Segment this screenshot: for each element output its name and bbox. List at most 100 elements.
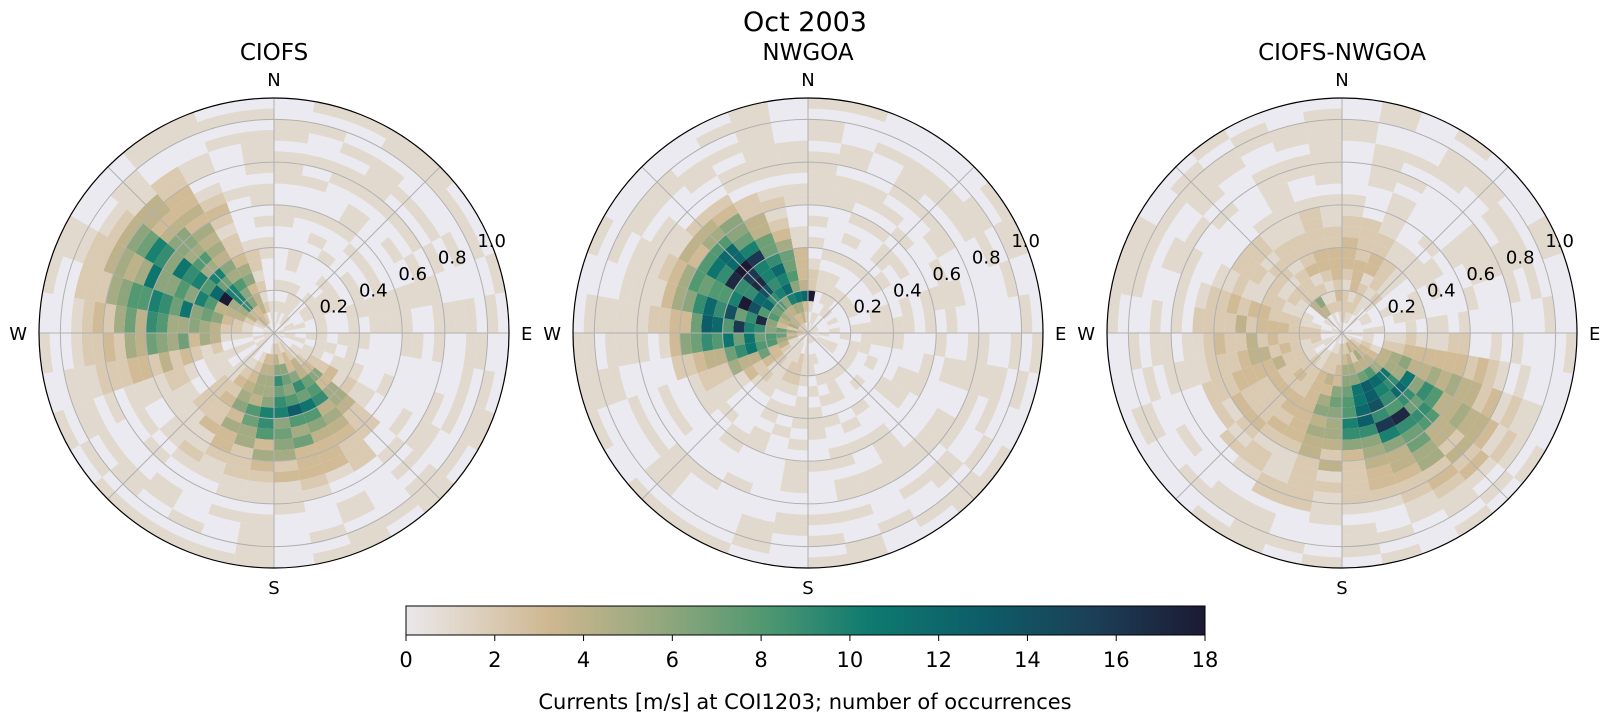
histogram-cell: [299, 175, 329, 193]
histogram-cell: [734, 122, 773, 143]
histogram-cell: [888, 184, 918, 211]
histogram-cell: [826, 272, 841, 287]
histogram-cell: [865, 278, 883, 296]
histogram-cell: [808, 385, 820, 398]
histogram-cell: [262, 385, 274, 398]
histogram-cell: [274, 172, 302, 186]
histogram-cell: [713, 300, 728, 319]
histogram-cell: [678, 236, 702, 264]
histogram-cell: [268, 300, 274, 312]
histogram-cell: [1251, 362, 1268, 382]
histogram-cell: [669, 333, 682, 358]
radial-tick-label: 0.8: [1506, 248, 1535, 269]
histogram-cell: [53, 215, 80, 257]
histogram-cell: [1211, 157, 1246, 186]
histogram-cell: [359, 175, 391, 203]
histogram-cell: [242, 151, 274, 165]
histogram-cell: [1320, 292, 1332, 306]
histogram-cell: [1211, 263, 1231, 290]
histogram-cell: [671, 285, 688, 311]
histogram-cell: [1393, 462, 1423, 484]
histogram-cell: [1251, 481, 1284, 504]
histogram-cell: [321, 453, 349, 474]
histogram-cell: [1384, 398, 1404, 417]
histogram-cell: [209, 333, 222, 345]
histogram-cell: [1454, 129, 1494, 162]
histogram-cell: [1448, 236, 1472, 264]
histogram-cell: [286, 403, 304, 418]
histogram-cell: [1212, 402, 1236, 430]
histogram-cell: [1502, 270, 1521, 304]
histogram-cell: [1261, 462, 1291, 484]
histogram-cell: [824, 295, 836, 309]
histogram-cell: [252, 292, 264, 306]
histogram-cell: [1267, 453, 1295, 474]
histogram-cell: [786, 383, 799, 397]
histogram-cell: [697, 369, 716, 392]
radial-tick-label: 0.6: [1466, 264, 1495, 285]
histogram-cell: [718, 431, 744, 454]
histogram-cell: [1489, 202, 1518, 237]
histogram-cell: [113, 333, 127, 361]
histogram-cell: [1336, 333, 1342, 344]
histogram-cell: [255, 373, 267, 386]
histogram-cell: [339, 499, 376, 524]
histogram-cell: [1363, 327, 1375, 333]
histogram-cell: [1141, 402, 1167, 440]
histogram-cell: [902, 314, 915, 333]
histogram-cell: [1312, 490, 1342, 504]
histogram-cell: [754, 333, 766, 343]
histogram-cell: [705, 194, 734, 219]
histogram-cell: [1277, 434, 1302, 454]
histogram-cell: [257, 417, 274, 430]
histogram-cell: [1358, 423, 1379, 439]
histogram-cell: [1301, 311, 1315, 323]
histogram-cell: [776, 322, 788, 330]
histogram-cell: [1371, 154, 1405, 173]
histogram-cell: [1405, 320, 1417, 333]
histogram-cell: [1131, 259, 1152, 298]
histogram-cell: [808, 119, 846, 134]
angular-gridline: [107, 166, 275, 334]
compass-label-e: E: [1055, 324, 1066, 345]
histogram-cell: [859, 462, 889, 484]
polar-panels: 0.2 0.4 0.6 0.8 1.0 N E S W CIOFS 0.2 0.4 0.6 0.8 1.0 N…: [9, 40, 1600, 599]
histogram-cell: [153, 243, 176, 269]
histogram-cell: [1522, 263, 1542, 300]
histogram-cell: [1423, 257, 1444, 280]
histogram-cell: [1371, 493, 1405, 512]
histogram-cell: [247, 282, 260, 296]
histogram-cell: [167, 508, 205, 534]
histogram-cell: [375, 373, 395, 398]
histogram-cell: [1252, 212, 1278, 235]
histogram-cell: [1213, 333, 1227, 356]
histogram-cell: [789, 373, 801, 386]
histogram-cell: [413, 209, 441, 243]
histogram-cell: [1440, 243, 1463, 269]
histogram-cell: [1312, 403, 1330, 418]
histogram-cell: [329, 295, 345, 312]
histogram-cell: [240, 511, 274, 526]
histogram-cell: [1360, 433, 1383, 449]
histogram-cell: [366, 274, 385, 297]
histogram-cell: [811, 312, 819, 324]
histogram-cell: [797, 301, 805, 313]
histogram-cell: [774, 140, 808, 155]
histogram-cell: [796, 268, 808, 281]
histogram-cell: [1239, 447, 1268, 472]
histogram-cell: [1369, 164, 1401, 183]
histogram-cell: [1279, 493, 1313, 512]
colorbar: 0 2 4 6 8 10 12 14 16 18 Currents [m/s] at COI120…: [399, 605, 1218, 714]
histogram-cell: [1266, 231, 1289, 252]
histogram-cell: [770, 262, 787, 278]
histogram-cell: [766, 277, 782, 293]
angular-gridline: [641, 166, 809, 334]
histogram-cell: [212, 398, 232, 417]
histogram-cell: [227, 298, 242, 312]
histogram-cell: [667, 258, 688, 286]
histogram-cell: [1295, 354, 1310, 368]
histogram-cell: [778, 162, 808, 176]
compass-label-w: W: [543, 324, 561, 345]
histogram-cell: [253, 438, 274, 451]
histogram-cell: [833, 473, 863, 491]
